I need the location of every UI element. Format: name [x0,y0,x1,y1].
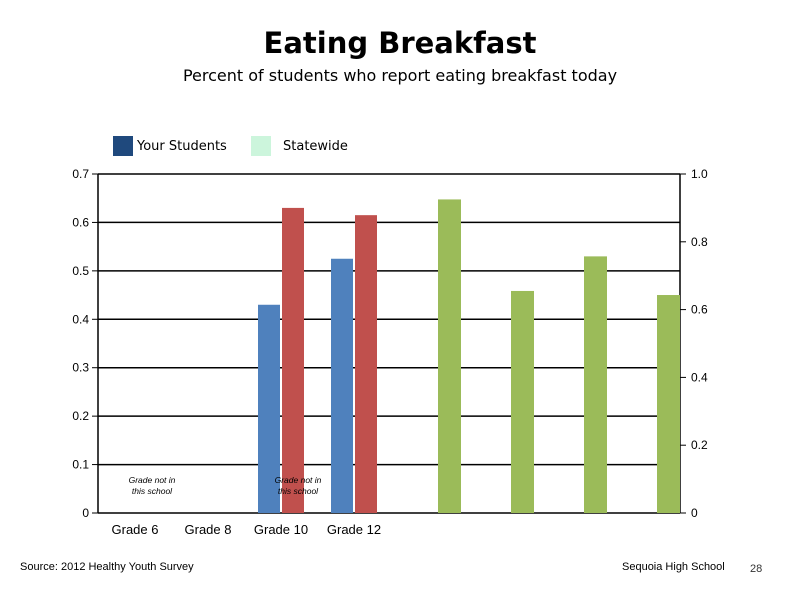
bar [355,215,377,513]
y-tick-label-right: 1.0 [691,167,708,181]
annotation-text: Grade not in [275,475,322,485]
x-tick-label: Grade 8 [185,522,232,537]
y-tick-label-left: 0.6 [72,215,89,229]
bar [438,199,461,514]
y-tick-label-left: 0.5 [72,264,89,278]
y-tick-label-left: 0.2 [72,409,89,423]
source-note: Source: 2012 Healthy Youth Survey [20,561,194,573]
y-tick-label-right: 0.4 [691,370,708,384]
page-title: Eating Breakfast [263,26,537,60]
y-tick-label-right: 0.6 [691,303,708,317]
legend-item-statewide: Statewide [251,136,348,156]
page-subtitle: Percent of students who report eating br… [182,66,618,85]
x-tick-label: Grade 12 [327,522,381,537]
y-tick-label-right: 0.2 [691,438,708,452]
y-tick-label-left: 0.1 [72,458,89,472]
bar [282,207,304,513]
bar [511,290,534,513]
annotation-text: this school [278,486,319,496]
legend-swatch-your-students [113,136,133,156]
y-tick-label-left: 0 [82,506,89,520]
y-tick-label-right: 0 [691,506,698,520]
bar [584,256,607,513]
legend-label-your-students: Your Students [137,138,227,154]
y-tick-label-left: 0.3 [72,361,89,375]
school-name: Sequoia High School [622,561,725,573]
y-tick-label-left: 0.4 [72,312,89,326]
legend-swatch-statewide [251,136,271,156]
x-tick-label: Grade 10 [254,522,308,537]
y-tick-label-right: 0.8 [691,235,708,249]
legend-label-statewide: Statewide [283,138,348,154]
bar [657,295,680,513]
legend-item-your-students: Your Students [113,136,227,156]
annotation-text: this school [132,486,173,496]
bar [258,304,280,513]
y-tick-label-left: 0.7 [72,167,89,181]
bar [331,258,353,513]
annotation-text: Grade not in [129,475,176,485]
x-tick-label: Grade 6 [112,522,159,537]
page-number: 28 [750,563,763,575]
